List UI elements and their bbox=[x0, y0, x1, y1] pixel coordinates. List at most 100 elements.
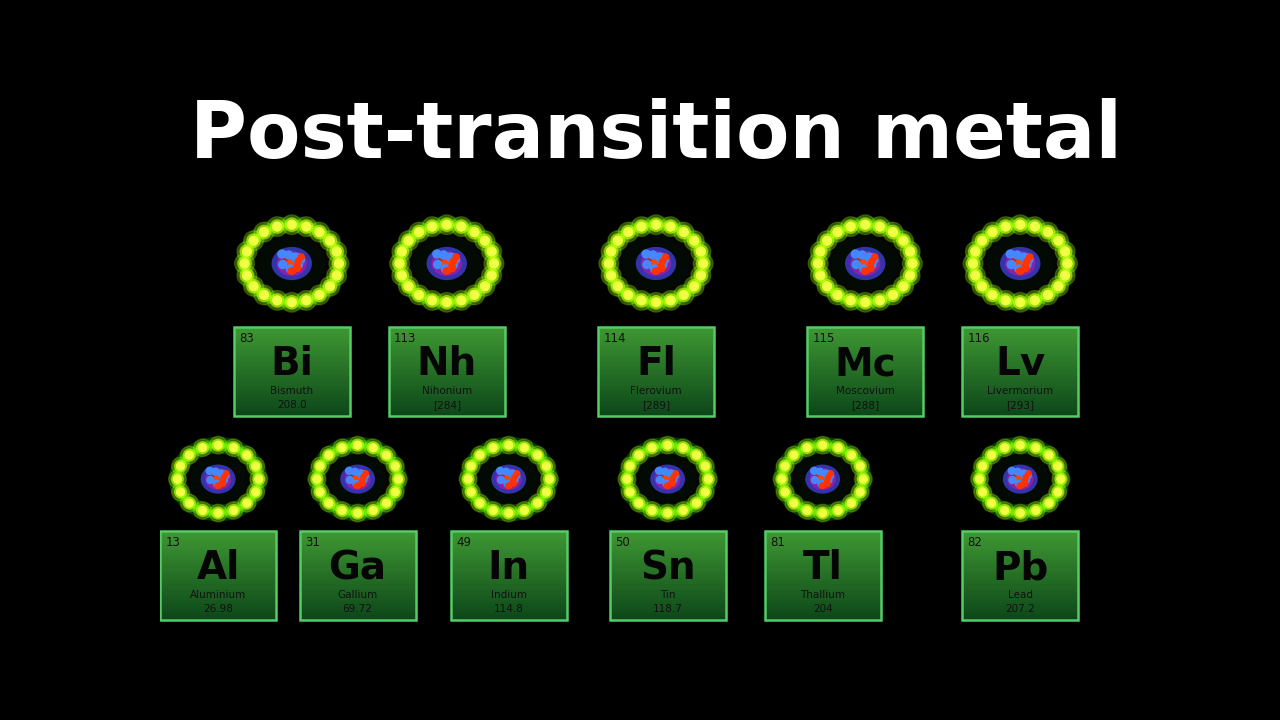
Bar bbox=[598, 397, 714, 400]
Circle shape bbox=[515, 471, 520, 476]
Ellipse shape bbox=[340, 464, 375, 494]
Bar bbox=[963, 617, 1078, 620]
Circle shape bbox=[243, 451, 251, 459]
Bar bbox=[451, 577, 567, 580]
Bar bbox=[234, 371, 349, 374]
Bar bbox=[389, 366, 504, 369]
Circle shape bbox=[453, 254, 460, 260]
Circle shape bbox=[172, 457, 189, 475]
Bar bbox=[234, 364, 349, 367]
Circle shape bbox=[452, 256, 460, 264]
Bar bbox=[808, 360, 923, 362]
Circle shape bbox=[677, 442, 689, 454]
Circle shape bbox=[649, 218, 663, 231]
Circle shape bbox=[320, 276, 339, 296]
Circle shape bbox=[663, 441, 672, 449]
Bar bbox=[808, 366, 923, 369]
Circle shape bbox=[646, 215, 666, 235]
Circle shape bbox=[1061, 257, 1074, 270]
Bar bbox=[451, 590, 567, 593]
Circle shape bbox=[392, 242, 412, 261]
Circle shape bbox=[1016, 441, 1024, 449]
Ellipse shape bbox=[1005, 251, 1036, 276]
Circle shape bbox=[257, 225, 271, 239]
Circle shape bbox=[974, 473, 986, 485]
Circle shape bbox=[1015, 265, 1023, 273]
Circle shape bbox=[963, 253, 983, 274]
Circle shape bbox=[868, 266, 874, 271]
Circle shape bbox=[442, 265, 449, 273]
Ellipse shape bbox=[282, 255, 302, 272]
Circle shape bbox=[649, 296, 663, 309]
Circle shape bbox=[257, 288, 271, 302]
Circle shape bbox=[212, 468, 219, 475]
Circle shape bbox=[220, 479, 225, 484]
Circle shape bbox=[675, 439, 692, 456]
Bar bbox=[160, 599, 276, 602]
Circle shape bbox=[643, 502, 660, 519]
Circle shape bbox=[330, 245, 343, 258]
Circle shape bbox=[643, 250, 650, 258]
Circle shape bbox=[241, 245, 253, 258]
Text: Indium: Indium bbox=[490, 590, 527, 600]
Circle shape bbox=[320, 495, 338, 512]
Circle shape bbox=[300, 220, 314, 233]
Bar bbox=[609, 584, 726, 586]
Circle shape bbox=[983, 446, 1001, 464]
Bar bbox=[389, 382, 504, 384]
Circle shape bbox=[663, 509, 672, 517]
Circle shape bbox=[516, 439, 534, 456]
Circle shape bbox=[452, 291, 471, 310]
Bar bbox=[451, 575, 567, 577]
Circle shape bbox=[969, 259, 978, 268]
Circle shape bbox=[428, 296, 436, 305]
Circle shape bbox=[389, 486, 401, 498]
Circle shape bbox=[534, 499, 541, 507]
Circle shape bbox=[987, 499, 996, 507]
Circle shape bbox=[845, 449, 858, 461]
Circle shape bbox=[694, 269, 708, 282]
Bar bbox=[234, 377, 349, 380]
Ellipse shape bbox=[353, 475, 362, 483]
Circle shape bbox=[1044, 451, 1053, 459]
Circle shape bbox=[172, 473, 183, 485]
Circle shape bbox=[975, 475, 983, 483]
Circle shape bbox=[402, 234, 415, 248]
Circle shape bbox=[352, 468, 358, 475]
Circle shape bbox=[326, 242, 347, 261]
Circle shape bbox=[799, 439, 815, 456]
Circle shape bbox=[221, 474, 227, 480]
Circle shape bbox=[511, 481, 516, 486]
Circle shape bbox=[507, 483, 512, 488]
Bar bbox=[300, 566, 416, 569]
Ellipse shape bbox=[396, 221, 498, 306]
Circle shape bbox=[1014, 507, 1027, 519]
Circle shape bbox=[659, 266, 664, 271]
Circle shape bbox=[506, 483, 511, 488]
Bar bbox=[234, 346, 349, 349]
Circle shape bbox=[828, 222, 847, 242]
Bar bbox=[234, 338, 349, 341]
Circle shape bbox=[1028, 220, 1042, 233]
Circle shape bbox=[402, 279, 415, 293]
Circle shape bbox=[613, 282, 622, 291]
Circle shape bbox=[854, 486, 867, 498]
Bar bbox=[609, 613, 726, 615]
Circle shape bbox=[607, 247, 616, 256]
Circle shape bbox=[1020, 470, 1027, 477]
Circle shape bbox=[859, 296, 872, 309]
Circle shape bbox=[529, 495, 547, 512]
Circle shape bbox=[1014, 439, 1027, 451]
Ellipse shape bbox=[492, 464, 526, 494]
Circle shape bbox=[360, 481, 365, 486]
Circle shape bbox=[250, 486, 262, 498]
Circle shape bbox=[611, 279, 625, 293]
Circle shape bbox=[1016, 220, 1025, 229]
Circle shape bbox=[666, 222, 675, 231]
Circle shape bbox=[858, 251, 867, 259]
Bar bbox=[609, 588, 726, 591]
Circle shape bbox=[970, 271, 980, 280]
Bar bbox=[764, 577, 881, 580]
Circle shape bbox=[869, 258, 876, 264]
Circle shape bbox=[225, 502, 243, 519]
